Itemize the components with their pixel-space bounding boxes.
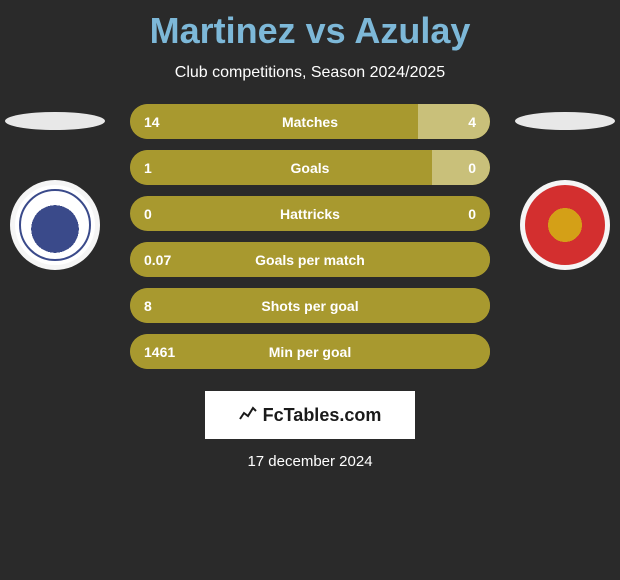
comparison-card: Martinez vs Azulay Club competitions, Se… [0, 0, 620, 480]
content-row: 144Matches 10Goals 00Hattricks 0.07Goals pe… [0, 104, 620, 369]
watermark-text: FcTables.com [263, 405, 382, 426]
stat-label: Shots per goal [130, 298, 490, 314]
chart-icon [239, 405, 257, 426]
left-team-col [0, 104, 110, 270]
stat-bar-matches: 144Matches [130, 104, 490, 139]
stat-bar-min-per-goal: 1461Min per goal [130, 334, 490, 369]
ball-icon [525, 185, 605, 265]
stat-bar-hattricks: 00Hattricks [130, 196, 490, 231]
stat-label: Min per goal [130, 344, 490, 360]
date-text: 17 december 2024 [247, 453, 372, 470]
stat-bar-goals-per-match: 0.07Goals per match [130, 242, 490, 277]
page-subtitle: Club competitions, Season 2024/2025 [175, 64, 445, 82]
team-logo-left[interactable] [10, 180, 100, 270]
right-team-col [510, 104, 620, 270]
shield-icon [15, 185, 95, 265]
stat-label: Goals per match [130, 252, 490, 268]
stat-label: Hattricks [130, 206, 490, 222]
watermark[interactable]: FcTables.com [205, 391, 415, 439]
stat-bar-shots-per-goal: 8Shots per goal [130, 288, 490, 323]
page-title: Martinez vs Azulay [150, 10, 471, 52]
stat-bar-goals: 10Goals [130, 150, 490, 185]
stat-label: Matches [130, 114, 490, 130]
stat-label: Goals [130, 160, 490, 176]
team-logo-right[interactable] [520, 180, 610, 270]
stats-column: 144Matches 10Goals 00Hattricks 0.07Goals pe… [130, 104, 490, 369]
photo-placeholder-left [5, 112, 105, 130]
photo-placeholder-right [515, 112, 615, 130]
